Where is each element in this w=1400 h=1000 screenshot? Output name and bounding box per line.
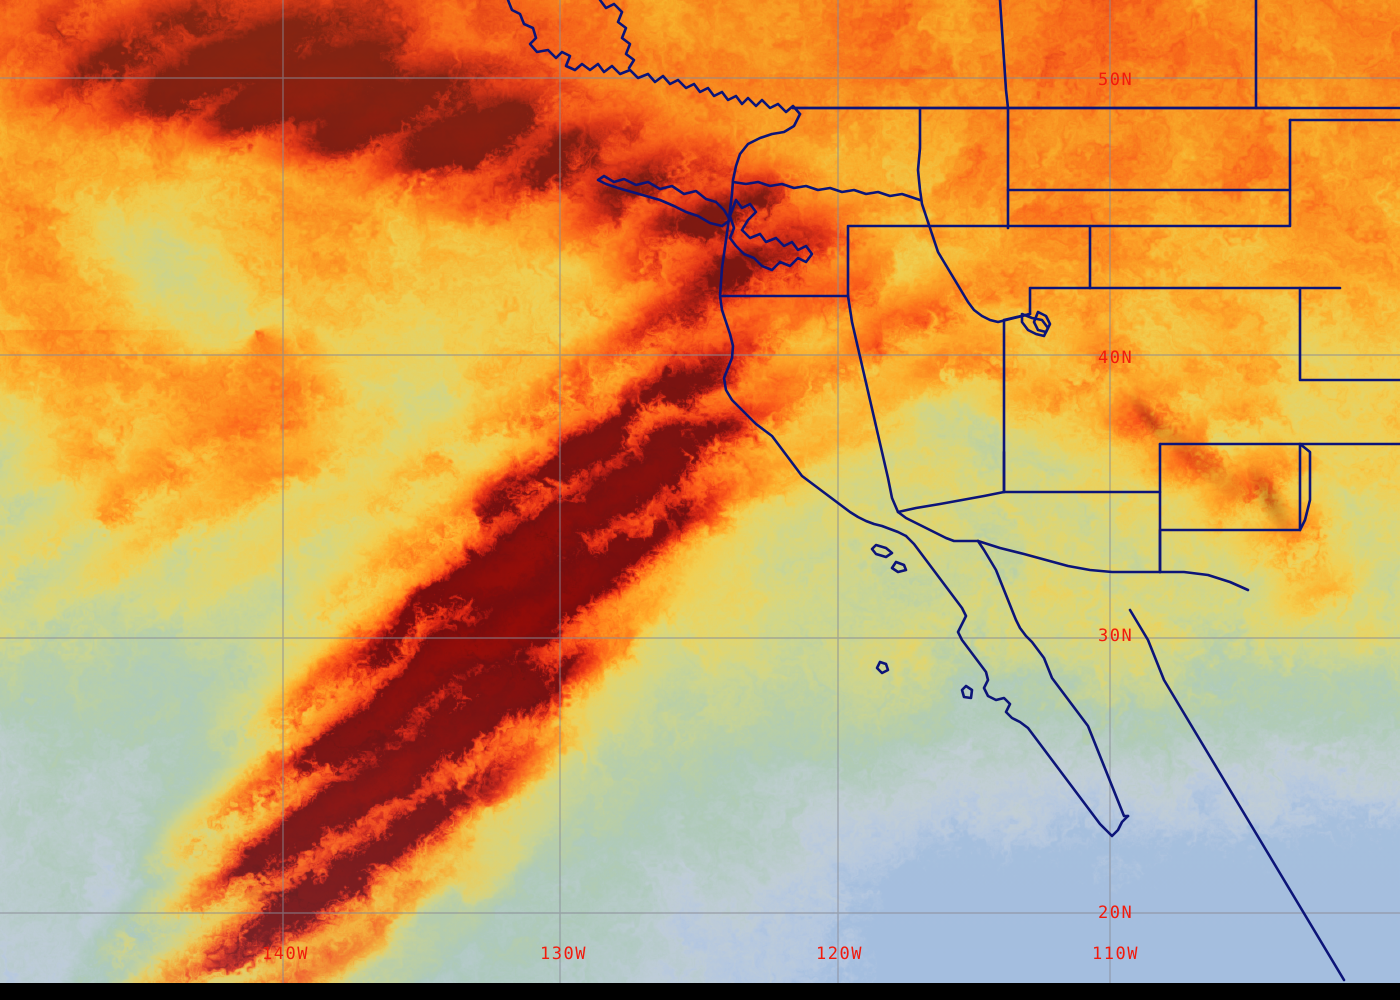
lat-label-20n: 20N <box>1098 903 1134 923</box>
lon-label-110w: 110W <box>1092 944 1139 964</box>
lon-label-120w: 120W <box>816 944 863 964</box>
caption-bar: GOES-18 RGB DAY:R=C2 G=C7-14 B=C14 NIGHT… <box>0 983 1400 1000</box>
lat-label-40n: 40N <box>1098 348 1134 368</box>
lon-label-130w: 130W <box>540 944 587 964</box>
lat-label-30n: 30N <box>1098 626 1134 646</box>
lat-label-50n: 50N <box>1098 70 1134 90</box>
lon-label-140w: 140W <box>262 944 309 964</box>
